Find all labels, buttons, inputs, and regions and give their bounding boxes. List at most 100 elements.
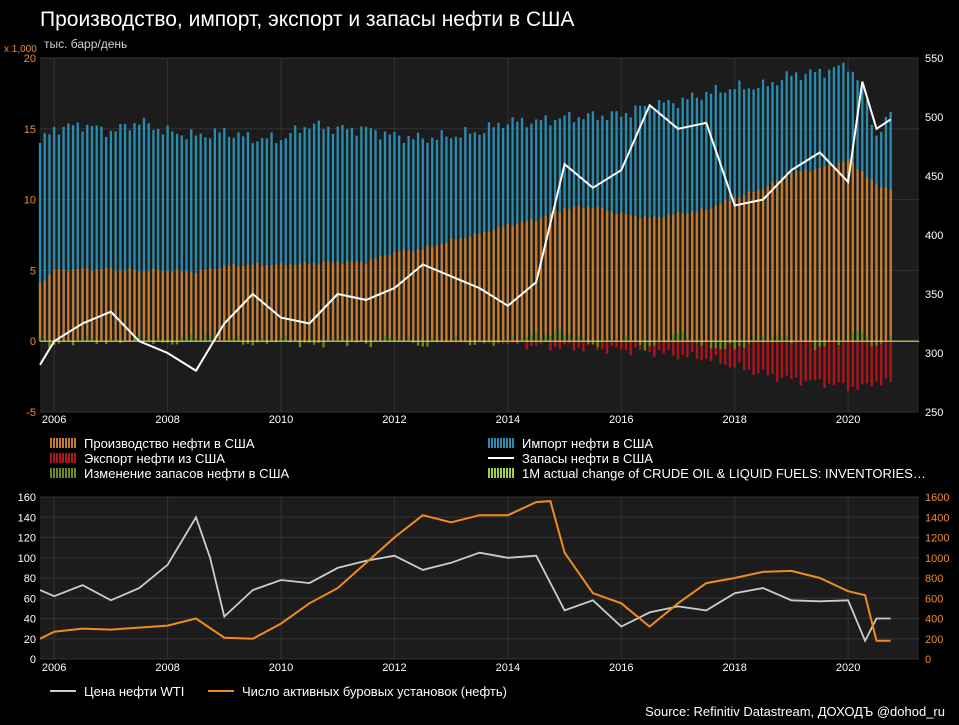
bar-exports [648, 341, 651, 352]
bar-inventory-change [341, 339, 344, 342]
legend-label-exports: Экспорт нефти из США [84, 450, 225, 466]
bar-production [402, 249, 406, 342]
bar-production [643, 216, 647, 342]
bar-exports [506, 341, 510, 345]
bar-exports [672, 341, 675, 356]
bar-inventory-change [870, 341, 873, 347]
bar-production [161, 270, 165, 342]
bar-imports [62, 126, 65, 342]
bar-exports [818, 341, 821, 380]
bar-inventory-change [421, 341, 424, 347]
bar-production [530, 218, 533, 342]
legend-item-actual-change: 1M actual change of CRUDE OIL & LIQUID F… [488, 466, 926, 481]
bar-imports [388, 134, 391, 342]
bar-production [785, 177, 788, 342]
bar-exports [487, 341, 491, 344]
bar-exports [724, 341, 727, 365]
bar-inventory-change [601, 338, 604, 342]
bar-production [128, 268, 131, 342]
bar-exports [511, 341, 514, 343]
bar-production [412, 251, 415, 342]
bar-production [270, 265, 273, 342]
x-tick-label: 2012 [382, 414, 406, 426]
bar-inventory-change [71, 341, 75, 346]
bar-imports [161, 134, 165, 342]
bar-imports [275, 143, 278, 342]
bar-production [38, 282, 42, 342]
x-tick-label: 2016 [609, 414, 633, 426]
bar-production [568, 208, 571, 342]
bar-inventory-change [624, 336, 628, 342]
bar-production [312, 262, 316, 342]
bar-imports [38, 142, 42, 342]
legend-item-rigs: Число активных буровых установок (нефть) [208, 684, 507, 699]
bar-exports [563, 341, 566, 345]
bar-production [194, 273, 198, 342]
bar-production [577, 205, 580, 342]
bar-imports [194, 135, 198, 342]
bar-production [634, 215, 637, 342]
source-note: Source: Refinitiv Datastream, ДОХОДЪ @do… [645, 704, 945, 719]
y-tick-label: 20 [24, 634, 36, 646]
bar-production [516, 223, 519, 342]
bar-inventory-change [520, 338, 524, 342]
bar-exports [516, 341, 519, 344]
bar-inventory-change [355, 341, 358, 343]
bar-imports [95, 125, 98, 342]
bar-production [695, 211, 699, 342]
bar-production [742, 195, 746, 342]
bar-imports [232, 137, 235, 342]
bar-production [558, 211, 561, 342]
x-tick-label: 2006 [42, 414, 66, 426]
bar-imports [270, 132, 273, 342]
bar-imports [331, 134, 335, 342]
y2-tick-label: 300 [925, 348, 943, 360]
bar-inventory-change [643, 341, 647, 351]
bar-exports [686, 341, 689, 358]
bar-imports [171, 131, 174, 342]
bar-inventory-change [818, 341, 821, 347]
x-tick-label: 2010 [269, 414, 293, 426]
bar-production [147, 271, 150, 342]
bar-exports [709, 341, 713, 361]
bar-imports [213, 128, 217, 342]
legend-swatch-exports [50, 453, 76, 463]
bar-exports [851, 341, 854, 387]
bar-inventory-change [742, 341, 746, 348]
bar-production [851, 162, 854, 342]
bar-exports [681, 341, 684, 355]
bar-exports [719, 341, 722, 365]
bar-imports [100, 126, 103, 342]
bar-inventory-change [223, 338, 226, 342]
legend-label-wti: Цена нефти WTI [84, 683, 185, 699]
bar-production [553, 210, 557, 342]
bar-imports [218, 132, 221, 342]
legend-swatch-production [50, 438, 76, 448]
bar-production [416, 249, 420, 342]
y-axis-multiplier: x 1,000 [4, 44, 37, 55]
bar-inventory-change [516, 341, 519, 343]
bar-imports [416, 132, 420, 342]
bar-inventory-change [653, 341, 656, 346]
bar-exports [459, 341, 462, 343]
bar-exports [804, 341, 807, 381]
bar-imports [407, 135, 410, 342]
bar-production [327, 261, 330, 342]
bar-production [435, 245, 439, 342]
bar-inventory-change [76, 339, 79, 342]
legend-swatch-imports [488, 438, 514, 448]
bar-inventory-change [591, 341, 595, 344]
legend-swatch-inventories [488, 457, 514, 459]
bar-production [322, 261, 325, 342]
bar-production [780, 177, 784, 342]
bar-production [667, 214, 670, 342]
bar-inventory-change [695, 341, 699, 343]
bar-inventory-change [582, 337, 585, 342]
y2-tick-label: 200 [925, 634, 943, 646]
bar-exports [889, 341, 892, 383]
bar-production [71, 269, 75, 342]
bar-production [407, 250, 410, 342]
y2-tick-label: 400 [925, 614, 943, 626]
bar-exports [809, 341, 812, 381]
bar-production [109, 268, 113, 342]
